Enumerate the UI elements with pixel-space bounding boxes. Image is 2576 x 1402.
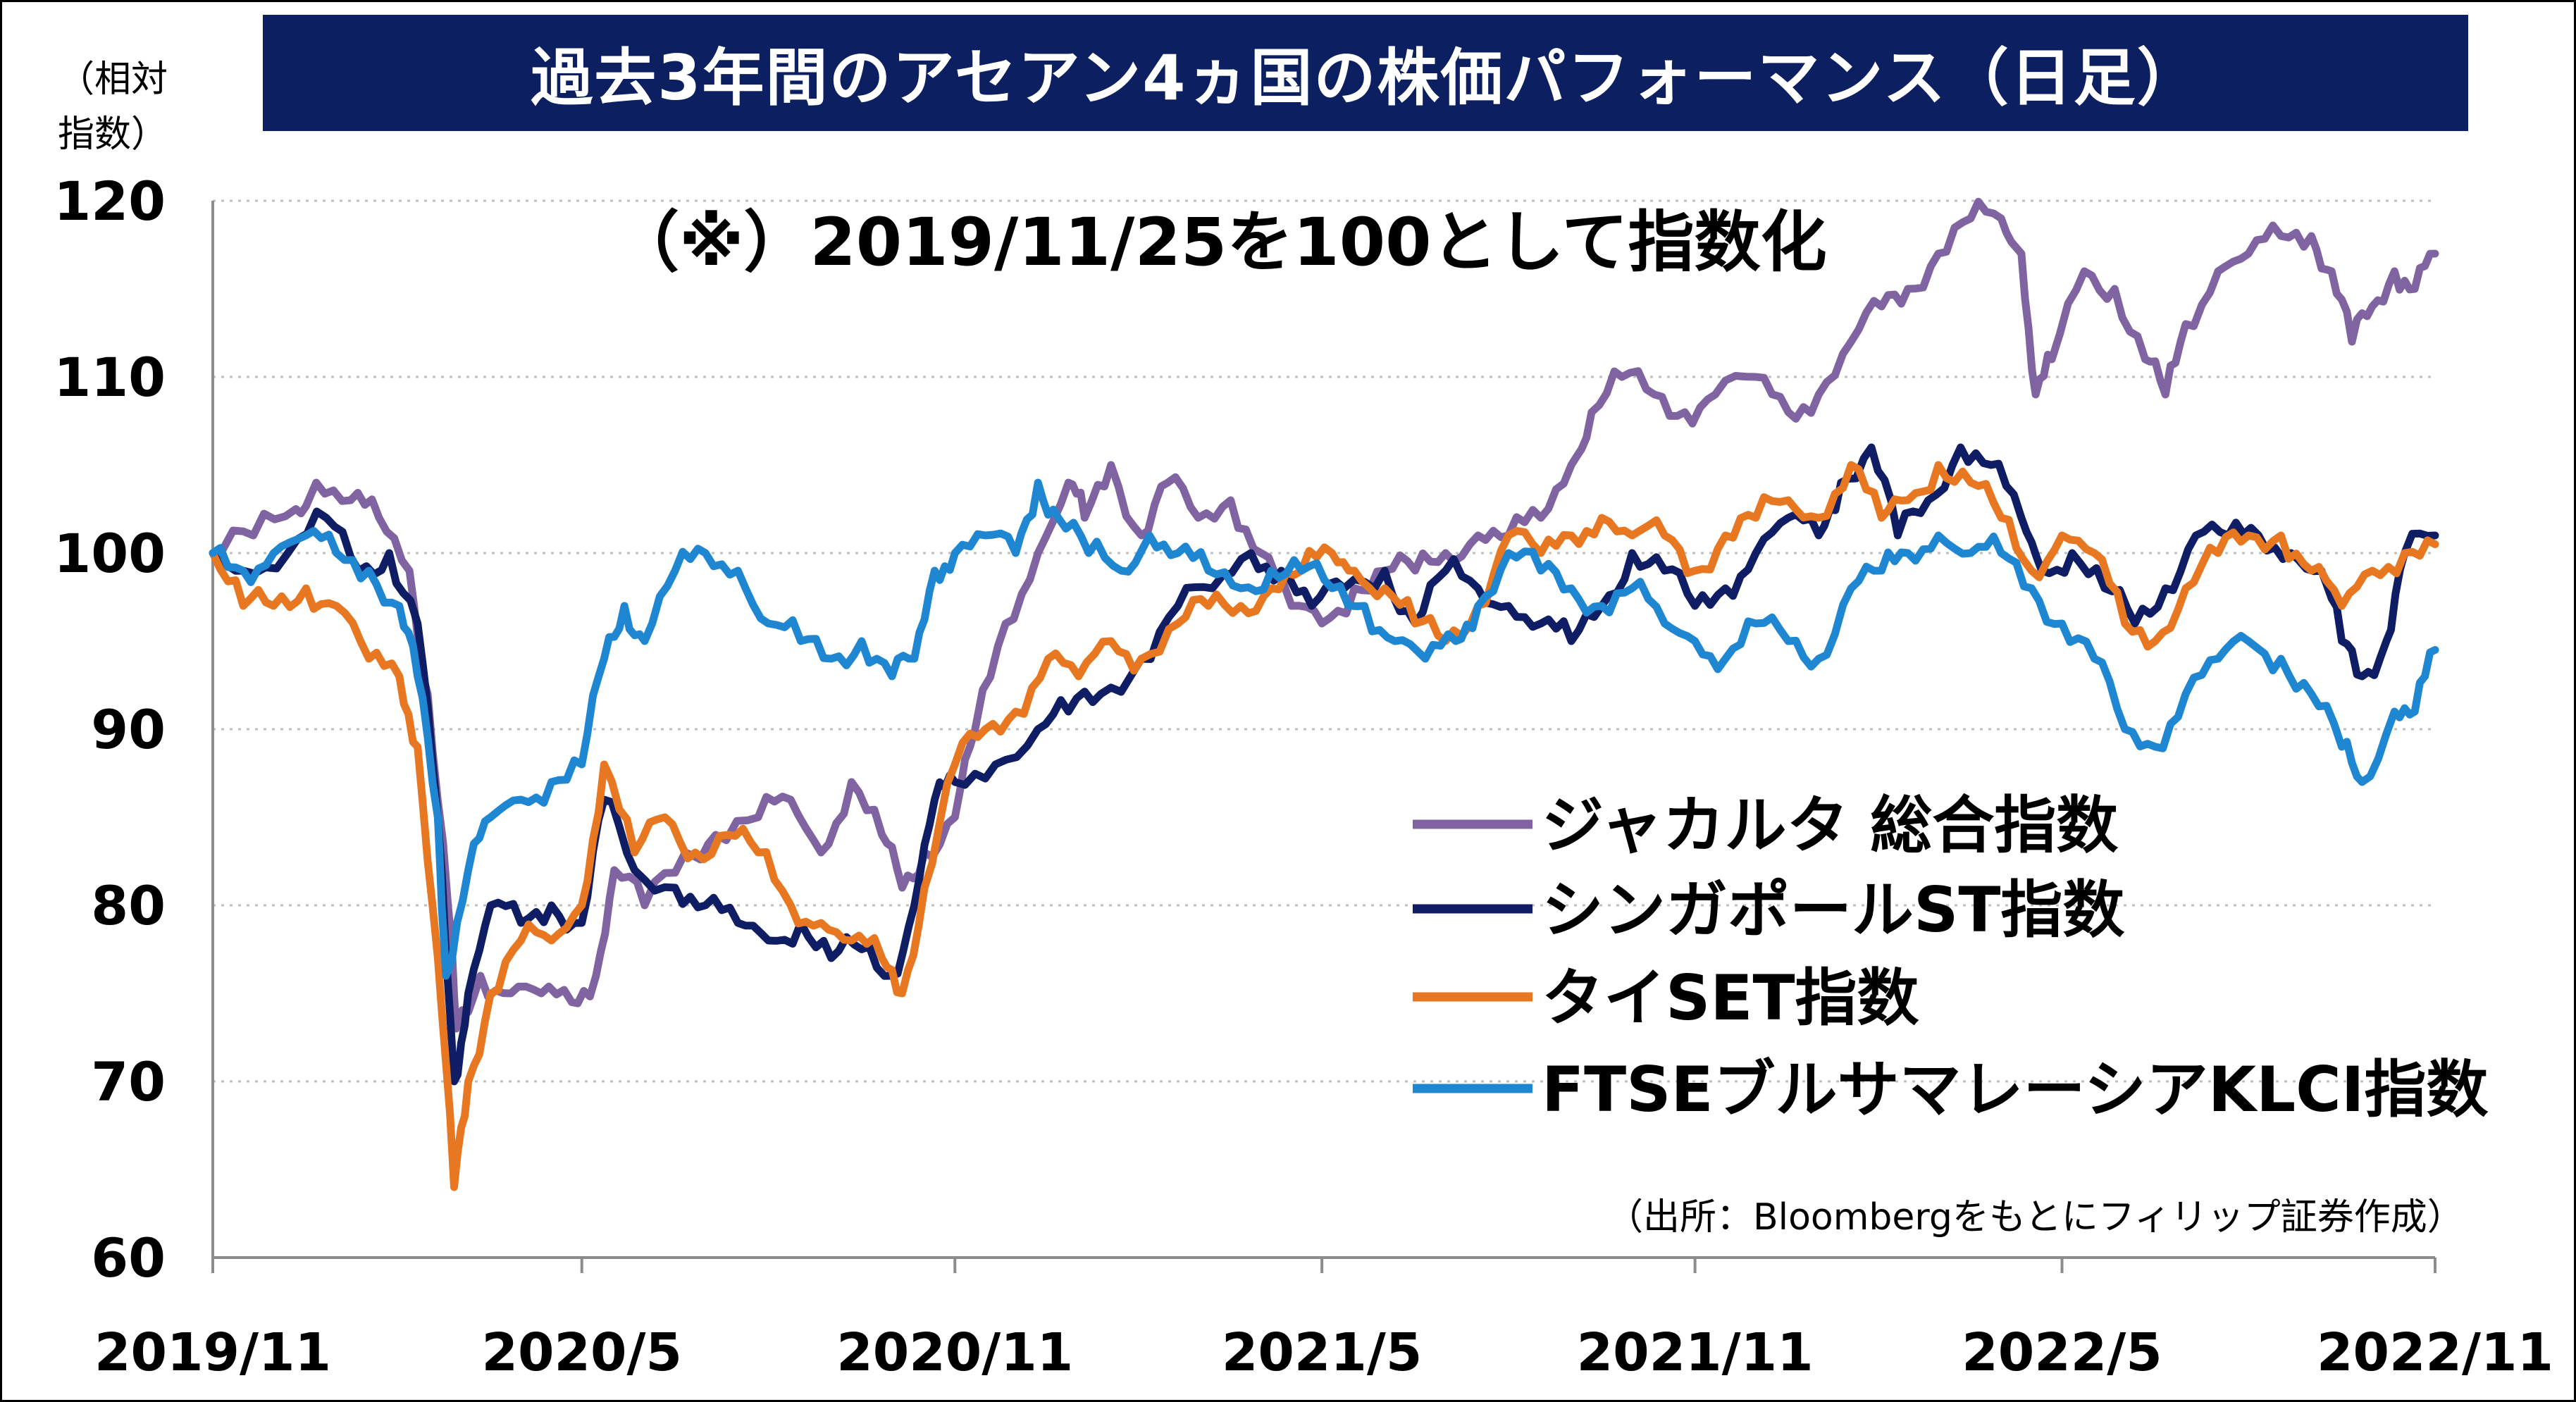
y-tick-label-60: 60: [91, 1227, 166, 1289]
index-base-note: （※）2019/11/25を100として指数化: [613, 204, 1827, 281]
series-line-0: [209, 197, 2439, 1033]
x-tick-label-3: 2021/5: [1222, 1322, 1422, 1383]
y-axis-unit-line-2: 指数）: [58, 113, 168, 156]
y-tick-label-100: 100: [54, 522, 166, 585]
legend-label-0: ジャカルタ 総合指数: [1542, 789, 2118, 862]
x-tick-label-2: 2020/11: [836, 1322, 1073, 1383]
source-note: （出所：Bloombergをもとにフィリップ証券作成）: [1606, 1196, 2464, 1239]
y-axis-unit-label: （相対 指数）: [58, 52, 168, 162]
x-tick-label-0: 2019/11: [94, 1322, 331, 1383]
y-axis-unit-line-1: （相対: [58, 58, 168, 101]
x-tick-label-6: 2022/11: [2317, 1322, 2553, 1383]
legend-label-1: シンガポールST指数: [1542, 874, 2124, 946]
y-tick-label-70: 70: [91, 1050, 166, 1113]
y-tick-label-80: 80: [91, 874, 166, 937]
axis-layer: 60 70 80 90 100 110 120 2019/11 2020/5 2020/11 202…: [54, 170, 2553, 1383]
series-layer: [209, 197, 2439, 1191]
title-bar: 過去3年間のアセアン4ヵ国の株価パフォーマンス（日足）: [263, 15, 2468, 131]
x-tick-label-5: 2022/5: [1962, 1322, 2162, 1383]
legend-label-2: タイSET指数: [1542, 962, 1919, 1034]
y-tick-label-110: 110: [54, 346, 166, 409]
series-line-3: [209, 478, 2439, 980]
grid-layer: [213, 199, 2435, 1083]
x-tick-label-1: 2020/5: [482, 1322, 682, 1383]
chart-title: 過去3年間のアセアン4ヵ国の株価パフォーマンス（日足）: [531, 42, 2200, 114]
x-tick-label-4: 2021/11: [1577, 1322, 1814, 1383]
legend-label-3: FTSEブルサマレーシアKLCI指数: [1542, 1053, 2488, 1126]
y-tick-label-90: 90: [91, 698, 166, 761]
y-tick-label-120: 120: [54, 170, 166, 232]
